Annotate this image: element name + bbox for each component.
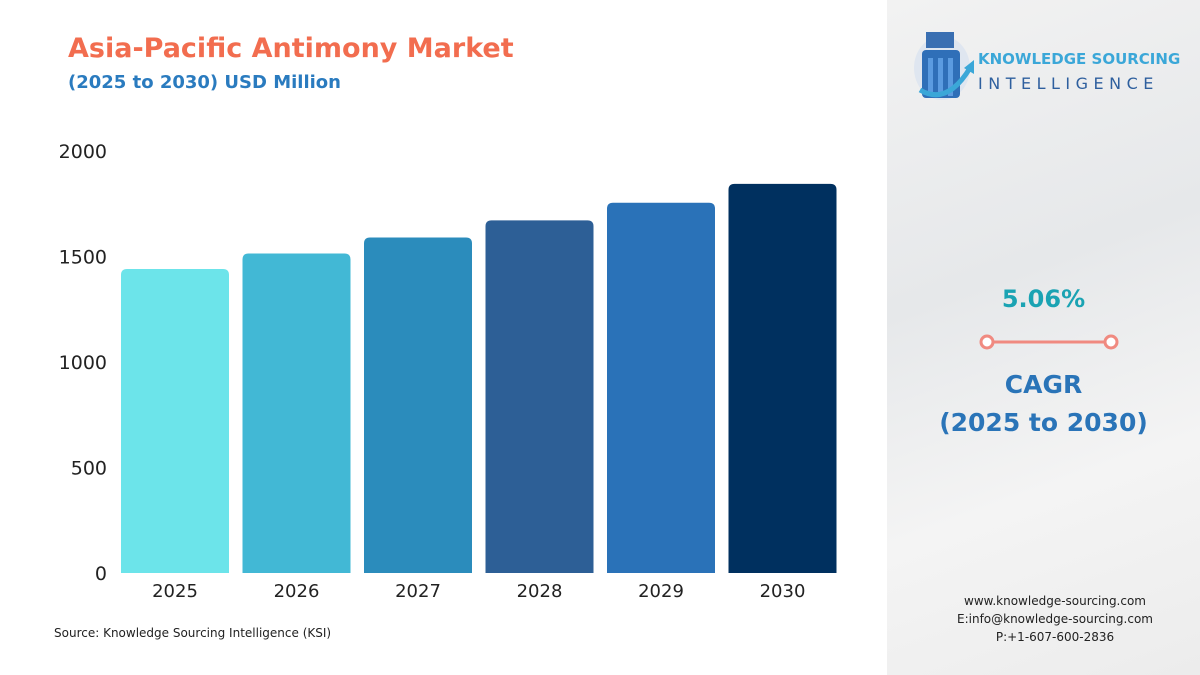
- contact-email[interactable]: E:info@knowledge-sourcing.com: [957, 612, 1153, 626]
- y-tick-label: 1500: [59, 247, 107, 269]
- x-tick-label: 2030: [760, 581, 806, 602]
- bar-2030: [728, 183, 837, 573]
- y-tick-label: 0: [95, 563, 107, 585]
- x-tick-label: 2029: [638, 581, 684, 602]
- bar-2029: [607, 202, 715, 573]
- cagr-value: 5.06%: [1001, 285, 1086, 313]
- contact-web[interactable]: www.knowledge-sourcing.com: [964, 594, 1146, 608]
- x-tick-label: 2027: [395, 581, 441, 602]
- cagr-label: CAGR (2025 to 2030): [887, 366, 1200, 442]
- x-tick-label: 2025: [152, 581, 198, 602]
- x-tick-label: 2026: [274, 581, 320, 602]
- y-tick-label: 1000: [59, 352, 107, 374]
- logo-text-line2: INTELLIGENCE: [978, 74, 1159, 93]
- source-note: Source: Knowledge Sourcing Intelligence …: [54, 626, 332, 640]
- cagr-title: CAGR: [1004, 370, 1083, 399]
- bar-chart: 0 500 1000 1500 2000 2025 2026 2027 2028 2029 2030: [59, 141, 837, 602]
- logo-text-line1: KNOWLEDGE SOURCING: [978, 50, 1181, 68]
- side-panel: [887, 0, 1200, 675]
- logo-icon: [914, 32, 974, 100]
- chart-subtitle: (2025 to 2030) USD Million: [68, 72, 341, 93]
- contact-info: www.knowledge-sourcing.com E:info@knowle…: [925, 592, 1185, 646]
- chart-title: Asia-Pacific Antimony Market: [68, 33, 514, 64]
- cagr-period: (2025 to 2030): [939, 408, 1148, 437]
- bar-2028: [485, 220, 594, 573]
- bar-2027: [364, 237, 472, 573]
- y-tick-label: 500: [71, 458, 107, 480]
- cagr-divider: [979, 334, 1119, 350]
- x-tick-label: 2028: [517, 581, 563, 602]
- contact-phone: P:+1-607-600-2836: [995, 630, 1115, 644]
- y-tick-label: 2000: [59, 141, 107, 163]
- bar-2026: [242, 253, 351, 573]
- bar-2025: [121, 268, 229, 573]
